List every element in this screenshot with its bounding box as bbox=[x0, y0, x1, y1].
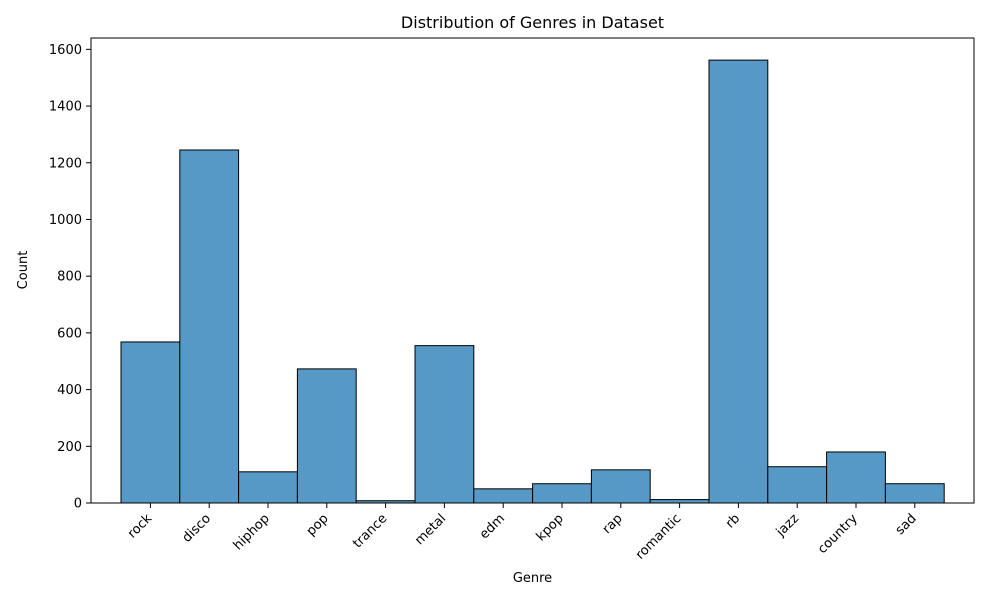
axes-border bbox=[90, 37, 975, 504]
bar-metal bbox=[414, 345, 475, 504]
bar-jazz bbox=[767, 466, 828, 504]
x-axis: rock disco hiphop pop trance metal edm kpop rap r… bbox=[125, 503, 920, 563]
x-tick-label-rap: rap bbox=[600, 511, 626, 537]
plot-frame bbox=[90, 37, 975, 504]
bar-disco bbox=[179, 149, 240, 504]
y-tick-label: 1000 bbox=[49, 213, 82, 228]
x-tick-label-rb: rb bbox=[723, 511, 743, 531]
bar-kpop bbox=[532, 483, 592, 504]
x-tick-label-country: country bbox=[815, 511, 861, 557]
bar-pop bbox=[296, 368, 357, 504]
x-tick-label-jazz: jazz bbox=[773, 511, 802, 540]
x-tick-label-disco: disco bbox=[180, 511, 214, 545]
x-tick-label-sad: sad bbox=[893, 511, 920, 538]
bar-rock bbox=[120, 341, 181, 504]
x-tick-label-kpop: kpop bbox=[534, 511, 567, 544]
y-tick-label: 600 bbox=[57, 326, 82, 341]
y-tick-label: 0 bbox=[74, 497, 82, 512]
x-tick-label-hiphop: hiphop bbox=[231, 511, 273, 553]
chart-title: Distribution of Genres in Dataset bbox=[401, 13, 664, 32]
y-tick-label: 200 bbox=[57, 440, 82, 455]
x-tick-label-romantic: romantic bbox=[633, 511, 684, 562]
x-tick-label-metal: metal bbox=[412, 511, 449, 548]
x-tick-label-trance: trance bbox=[350, 511, 390, 551]
y-axis-label: Count bbox=[16, 251, 31, 290]
y-tick-label: 1600 bbox=[49, 43, 82, 58]
x-tick-label-rock: rock bbox=[125, 511, 156, 542]
bar-hiphop bbox=[238, 471, 298, 504]
y-axis: 0 200 400 600 800 1000 1200 1400 1600 bbox=[49, 43, 91, 512]
y-tick-label: 800 bbox=[57, 270, 82, 285]
bar-rap bbox=[590, 469, 651, 504]
bar-sad bbox=[884, 483, 945, 504]
x-tick-label-edm: edm bbox=[477, 511, 508, 542]
y-tick-label: 400 bbox=[57, 383, 82, 398]
x-tick-label-pop: pop bbox=[304, 511, 332, 539]
x-axis-label: Genre bbox=[513, 571, 552, 586]
y-tick-label: 1200 bbox=[49, 156, 82, 171]
y-tick-label: 1400 bbox=[49, 100, 82, 115]
bar-edm bbox=[473, 488, 534, 504]
bars-layer bbox=[120, 59, 945, 504]
bar-romantic bbox=[649, 499, 710, 504]
bar-country bbox=[826, 451, 886, 504]
bar-rb bbox=[708, 59, 769, 504]
